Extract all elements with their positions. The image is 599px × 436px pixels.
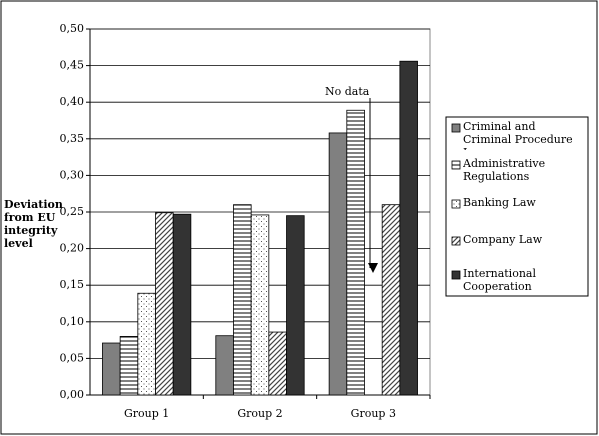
bar	[119, 336, 139, 396]
annotation: No data	[325, 85, 370, 98]
y-tick-label: 0,40	[60, 95, 85, 108]
x-tick-label: Group 3	[351, 407, 396, 420]
y-tick-label: 0,25	[60, 205, 85, 218]
legend-swatch	[451, 236, 461, 246]
legend-label-box: Company Law	[463, 233, 543, 246]
legend-label-box: International Cooperation	[463, 267, 536, 293]
bar	[286, 215, 305, 396]
x-tick-label: Group 2	[237, 407, 282, 420]
legend-box	[445, 116, 589, 297]
y-tick-label: 0,50	[60, 22, 85, 35]
legend-label-box: Criminal and Criminal Procedure Law	[463, 120, 573, 150]
x-tick-label: Group 1	[124, 407, 169, 420]
legend-label: Criminal and Criminal Procedure Law	[463, 120, 573, 150]
y-tick-label: 0,30	[60, 168, 85, 181]
y-tick-label: 0,45	[60, 59, 85, 72]
legend-label: Company Law	[463, 233, 543, 246]
y-tick-label: 0,35	[60, 132, 85, 145]
y-tick-label: 0,00	[60, 388, 85, 401]
legend-label: Banking Law	[463, 196, 536, 209]
legend-label: International Cooperation	[463, 267, 536, 293]
legend-swatch	[451, 123, 461, 133]
bar	[346, 109, 365, 396]
legend-swatch	[451, 199, 461, 209]
bar	[399, 60, 418, 396]
bar	[250, 214, 270, 396]
bar	[233, 204, 252, 396]
legend-label-box: Administrative Regulations	[463, 157, 546, 183]
y-tick-label: 0,10	[60, 315, 85, 328]
y-tick-label: 0,15	[60, 278, 85, 291]
bar	[155, 212, 174, 396]
bar	[137, 292, 156, 396]
bar	[328, 132, 348, 396]
legend-label-box: Banking Law	[463, 196, 536, 209]
bar	[268, 331, 287, 396]
y-axis-label: Deviation from EU integrity level	[4, 198, 63, 250]
legend-label: Administrative Regulations	[463, 157, 546, 183]
y-axis-label-box: Deviation from EU integrity level	[4, 198, 63, 250]
y-tick-label: 0,05	[60, 351, 85, 364]
legend-swatch	[451, 160, 461, 170]
bar	[215, 335, 234, 396]
bar	[102, 342, 121, 396]
legend-swatch	[451, 270, 461, 280]
y-tick-label: 0,20	[60, 242, 85, 255]
bar	[172, 213, 192, 396]
bar	[381, 204, 401, 396]
